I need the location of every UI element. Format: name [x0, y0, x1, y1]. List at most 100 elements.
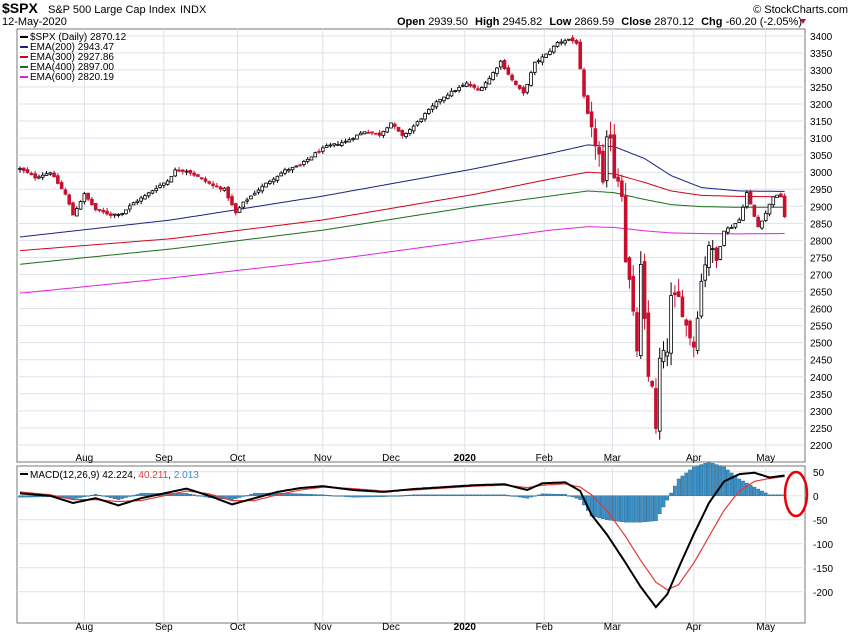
- candle-body: [631, 275, 636, 312]
- candle-body: [343, 140, 348, 143]
- macd-hist-bar: [180, 493, 185, 496]
- macd-hist-bar: [468, 494, 473, 496]
- candle-body: [146, 192, 151, 197]
- macd-hist-bar: [718, 465, 723, 496]
- candle-body: [400, 130, 405, 136]
- price-y-tick-label: 2850: [810, 219, 833, 230]
- candle-body: [684, 319, 689, 326]
- macd-hist-bar: [726, 469, 730, 496]
- price-x-tick-label: Feb: [536, 453, 554, 464]
- macd-hist-bar: [661, 495, 666, 508]
- price-x-tick-label: Sep: [155, 453, 173, 464]
- price-y-tick-label: 2750: [810, 253, 833, 264]
- macd-hist-bar: [411, 494, 416, 496]
- macd-hist-bar: [665, 495, 670, 501]
- candle-body: [339, 142, 344, 147]
- candle-body: [101, 209, 106, 213]
- macd-hist-bar: [423, 494, 427, 496]
- macd-hist-bar: [389, 495, 393, 497]
- macd-y-tick-label: 50: [813, 468, 825, 479]
- candle-body: [271, 178, 276, 183]
- candle-body: [680, 296, 685, 318]
- candle-body: [752, 204, 757, 217]
- macd-x-tick-label: Sep: [155, 622, 173, 633]
- price-y-tick-label: 3200: [810, 100, 833, 111]
- macd-hist-bar: [464, 494, 469, 496]
- candle-body: [673, 292, 677, 296]
- candle-body: [321, 147, 325, 152]
- price-x-tick-label: Mar: [604, 453, 622, 464]
- candle-body: [521, 87, 526, 94]
- macd-hist-bar: [366, 495, 371, 498]
- macd-hist-bar: [536, 494, 541, 496]
- macd-hist-bar: [109, 495, 113, 499]
- macd-hist-bar: [237, 495, 242, 498]
- macd-hist-bar: [551, 493, 556, 496]
- price-y-tick-label: 2450: [810, 356, 833, 367]
- macd-hist-bar: [347, 495, 352, 498]
- macd-hist-bar: [548, 493, 552, 496]
- ema-line: [19, 171, 785, 252]
- macd-hist-bar: [729, 472, 734, 496]
- macd-hist-bar: [498, 494, 503, 496]
- candle-body: [222, 187, 227, 191]
- macd-y-tick-label: -100: [813, 540, 833, 551]
- candle-body: [408, 129, 412, 134]
- candle-body: [601, 150, 605, 183]
- candle-body: [237, 207, 242, 213]
- candle-body: [442, 96, 446, 101]
- candle-body: [347, 139, 352, 143]
- macd-hist-bar: [241, 495, 246, 497]
- candle-body: [434, 101, 439, 108]
- macd-hist-bar: [93, 494, 98, 496]
- macd-hist-bar: [563, 494, 567, 496]
- macd-y-tick-label: -200: [813, 588, 833, 599]
- candle-body: [578, 41, 583, 70]
- macd-histogram: [18, 461, 787, 523]
- ema-line: [19, 144, 785, 238]
- macd-hist-bar: [188, 493, 193, 496]
- macd-hist-bar: [616, 495, 620, 522]
- candle-body: [589, 111, 594, 128]
- macd-x-tick-label: Feb: [536, 622, 554, 633]
- candle-body: [358, 132, 363, 136]
- candle-body: [109, 213, 113, 216]
- candle-body: [646, 312, 651, 377]
- legend-ema600: EMA(600) 2820.19: [30, 72, 114, 83]
- candle-body: [782, 195, 787, 218]
- candle-body: [230, 196, 234, 206]
- macd-hist-bar: [124, 495, 128, 498]
- candle-body: [536, 60, 541, 63]
- macd-hist-bar: [744, 482, 749, 496]
- price-panel-frame: [16, 28, 806, 463]
- ema-lines: [19, 144, 785, 294]
- macd-x-tick-label: Nov: [314, 622, 332, 633]
- macd-hist-bar: [502, 494, 507, 496]
- macd-hist-bar: [748, 484, 753, 496]
- candle-body: [544, 53, 548, 58]
- candle-body: [472, 84, 477, 88]
- candle-body: [381, 130, 386, 136]
- price-y-tick-label: 2300: [810, 407, 833, 418]
- ema-line: [19, 226, 785, 294]
- price-y-tick-label: 3100: [810, 134, 833, 145]
- macd-x-tick-label: Mar: [604, 622, 622, 633]
- candle-body: [67, 194, 72, 205]
- candle-body: [767, 203, 772, 215]
- macd-hist-bar: [305, 493, 310, 496]
- macd-hist-bar: [521, 495, 526, 498]
- macd-hist-bar: [298, 493, 302, 496]
- macd-hist-bar: [631, 495, 636, 523]
- candle-body: [355, 134, 359, 140]
- candle-body: [199, 177, 204, 180]
- candle-body: [93, 203, 98, 211]
- macd-hist-bar: [517, 495, 522, 498]
- candle-body: [127, 205, 132, 210]
- candle-body: [514, 80, 518, 85]
- candle-body: [324, 145, 329, 148]
- candle-body: [586, 95, 590, 114]
- price-x-tick-label: May: [756, 453, 775, 464]
- macd-hist-bar: [21, 495, 26, 498]
- macd-x-tick-label: Oct: [230, 622, 246, 633]
- macd-hist-bar: [233, 495, 238, 499]
